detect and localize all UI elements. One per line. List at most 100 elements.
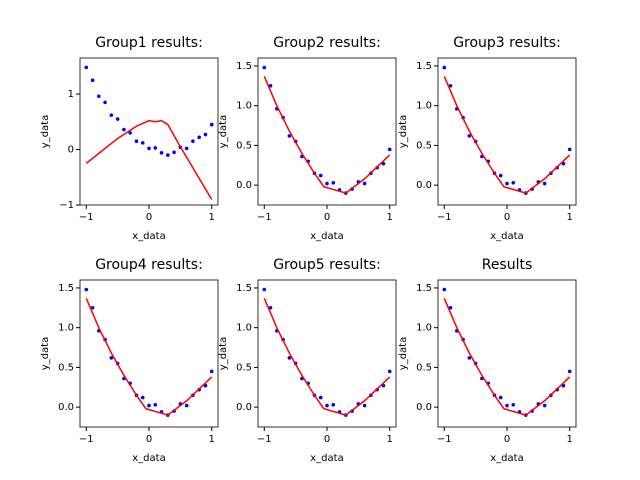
scatter-point <box>209 369 214 374</box>
scatter-point <box>287 134 292 138</box>
scatter-point <box>287 356 292 360</box>
x-tick-label: 1 <box>209 212 215 223</box>
y-axis-label: y_data <box>218 115 229 148</box>
scatter-point <box>203 132 208 137</box>
x-tick-label: 0 <box>146 212 152 223</box>
scatter-point <box>262 65 267 70</box>
y-tick-label: 1.0 <box>58 323 74 334</box>
x-tick-label: 1 <box>387 434 393 445</box>
y-tick-label: 1.0 <box>416 101 432 112</box>
scatter-point <box>505 181 509 186</box>
y-tick-label: 1.5 <box>58 283 74 294</box>
x-tick-label: −1 <box>79 212 94 223</box>
scatter-point <box>362 181 367 186</box>
x-tick-label: 0 <box>324 212 330 223</box>
y-axis-label: y_data <box>398 337 409 370</box>
fit-line <box>263 297 391 416</box>
scatter-point <box>122 127 126 132</box>
y-axis-label: y_data <box>40 115 51 148</box>
y-tick-label: 0.0 <box>416 402 432 413</box>
scatter-point <box>90 306 95 310</box>
scatter-point <box>134 139 139 144</box>
x-axis-label: x_data <box>310 231 343 242</box>
scatter-point <box>159 151 164 155</box>
scatter-point <box>115 117 120 121</box>
scatter-point <box>467 134 472 138</box>
scatter-point <box>84 287 89 292</box>
scatter-point <box>498 395 503 400</box>
scatter-point <box>387 369 392 374</box>
fit-line <box>443 297 571 416</box>
scatter-point <box>448 84 453 88</box>
x-tick-label: −1 <box>79 434 94 445</box>
scatter-point <box>542 181 547 186</box>
subplot-title: Group3 results: <box>453 35 561 51</box>
subplot-title: Group2 results: <box>273 35 381 51</box>
x-axis-label: x_data <box>490 453 523 464</box>
scatter-point <box>567 147 572 152</box>
fit-line <box>85 119 213 200</box>
subplot-title: Group5 results: <box>273 257 381 273</box>
scatter-point <box>331 180 336 185</box>
y-tick-label: 1.5 <box>416 283 432 294</box>
x-tick-label: 1 <box>387 212 393 223</box>
y-tick-label: 0.0 <box>58 402 74 413</box>
scatter-point <box>147 146 151 151</box>
subplot: Group2 results: −1 0 1 0.0 0.5 1.0 1.5 x_data y_d… <box>218 35 397 242</box>
scatter-point <box>331 402 336 407</box>
y-axis-label: y_data <box>218 337 229 370</box>
scatter-point <box>109 113 114 117</box>
fit-line <box>263 75 391 194</box>
y-tick-label: 0.0 <box>236 402 252 413</box>
x-axis-label: x_data <box>490 231 523 242</box>
scatter-point <box>511 180 516 185</box>
scatter-point <box>318 173 323 178</box>
y-tick-label: 0.5 <box>58 362 74 373</box>
scatter-point <box>128 131 132 135</box>
y-tick-label: 1.0 <box>236 101 252 112</box>
y-tick-label: 1.0 <box>236 323 252 334</box>
fit-line <box>443 75 571 194</box>
y-tick-label: 0.5 <box>236 362 252 373</box>
scatter-point <box>448 306 453 310</box>
x-tick-label: 0 <box>324 434 330 445</box>
y-tick-label: 0.5 <box>416 362 432 373</box>
scatter-point <box>362 403 367 408</box>
scatter-point <box>498 173 503 178</box>
subplot-title: Results <box>482 257 533 273</box>
axes-frame <box>79 279 219 428</box>
scatter-point <box>153 146 158 150</box>
y-tick-label: −1 <box>59 200 74 211</box>
scatter-point <box>268 84 273 88</box>
scatter-point <box>567 369 572 374</box>
scatter-point <box>147 403 151 408</box>
subplot-title: Group4 results: <box>95 257 203 273</box>
scatter-point <box>140 395 145 400</box>
y-axis-label: y_data <box>398 115 409 148</box>
scatter-point <box>325 403 329 408</box>
scatter-point <box>467 356 472 360</box>
x-tick-label: 0 <box>504 212 510 223</box>
scatter-point <box>84 65 89 70</box>
y-tick-label: 0.0 <box>416 180 432 191</box>
y-tick-label: 1.5 <box>236 283 252 294</box>
fit-line <box>85 297 213 416</box>
x-tick-label: −1 <box>257 212 272 223</box>
scatter-point <box>166 153 170 157</box>
axes-frame <box>437 57 577 206</box>
y-tick-label: 0.5 <box>416 140 432 151</box>
scatter-point <box>268 306 273 310</box>
x-tick-label: 0 <box>504 434 510 445</box>
scatter-point <box>191 139 195 144</box>
axes-frame <box>79 57 219 206</box>
y-tick-label: 1.5 <box>236 61 252 72</box>
y-axis-label: y_data <box>40 337 51 370</box>
y-tick-label: 1.5 <box>416 61 432 72</box>
scatter-point <box>90 78 95 82</box>
x-tick-label: 1 <box>209 434 215 445</box>
scatter-point <box>184 403 189 408</box>
x-axis-label: x_data <box>132 231 165 242</box>
scatter-point <box>184 146 189 151</box>
axes-frame <box>437 279 577 428</box>
